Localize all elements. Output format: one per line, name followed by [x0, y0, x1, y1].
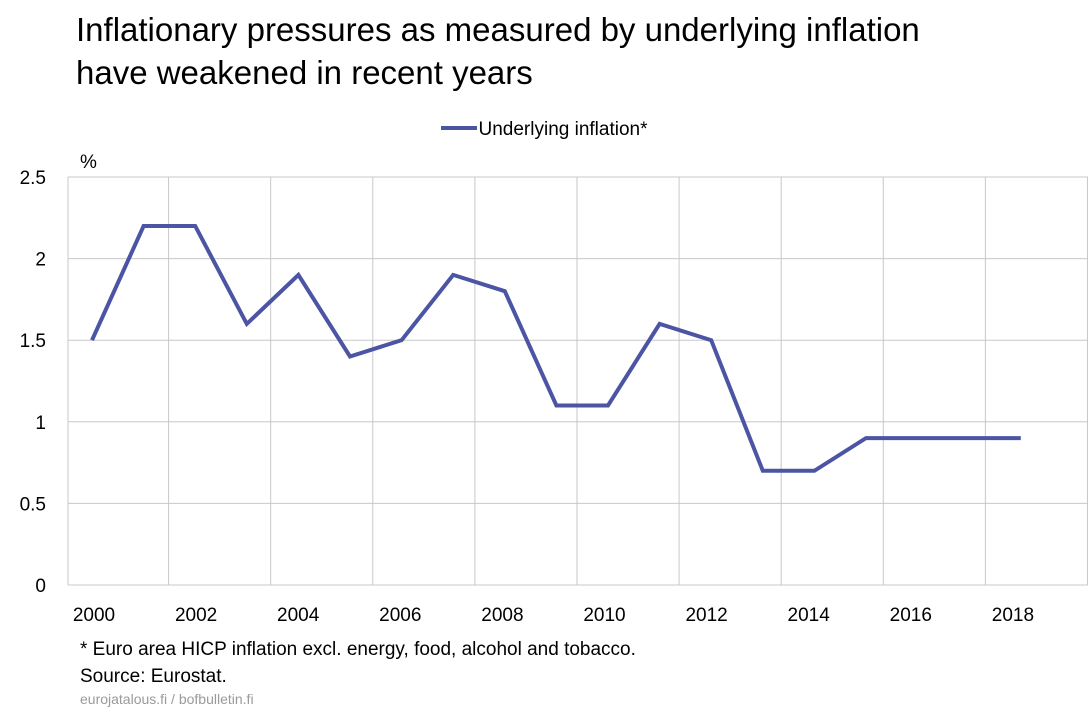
y-tick-label: 1: [35, 413, 46, 434]
y-tick-label: 0.5: [20, 494, 46, 515]
chart-footnote: * Euro area HICP inflation excl. energy,…: [80, 639, 636, 660]
x-tick-label: 2000: [73, 605, 115, 626]
x-tick-label: 2018: [992, 605, 1034, 626]
chart-legend: Underlying inflation*: [0, 118, 1088, 142]
y-tick-label: 2: [35, 250, 46, 271]
x-tick-label: 2012: [685, 605, 727, 626]
chart-source: Source: Eurostat.: [80, 666, 227, 687]
x-tick-label: 2002: [175, 605, 217, 626]
chart-title: Inflationary pressures as measured by un…: [76, 8, 920, 94]
x-tick-label: 2016: [890, 605, 932, 626]
x-tick-label: 2006: [379, 605, 421, 626]
series-line-underlying-inflation: [90, 224, 1021, 473]
chart-credit: eurojatalous.fi / bofbulletin.fi: [80, 691, 254, 707]
legend-line-swatch: [440, 125, 477, 130]
x-tick-label: 2008: [481, 605, 523, 626]
y-axis-unit-label: %: [80, 152, 97, 173]
x-tick-label: 2010: [583, 605, 625, 626]
y-tick-label: 0: [35, 576, 46, 597]
y-tick-label: 1.5: [20, 331, 46, 352]
chart-title-line-2: have weakened in recent years: [76, 54, 533, 91]
x-tick-label: 2014: [788, 605, 831, 626]
chart-title-line-1: Inflationary pressures as measured by un…: [76, 11, 920, 48]
x-tick-label: 2004: [277, 605, 320, 626]
y-tick-label: 2.5: [20, 168, 46, 189]
legend-label: Underlying inflation*: [478, 119, 648, 140]
